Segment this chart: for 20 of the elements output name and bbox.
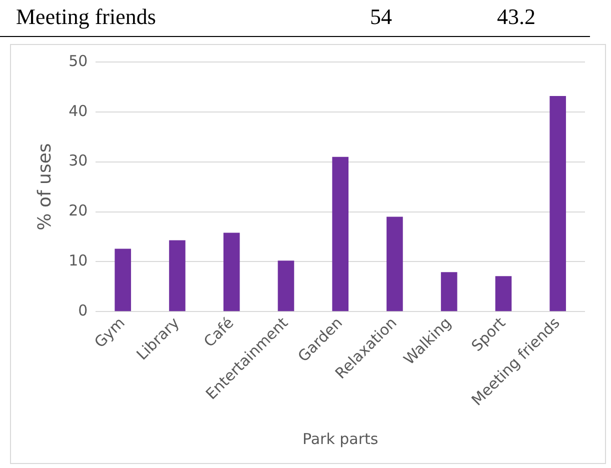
y-tick-label: 0 <box>78 301 88 320</box>
bar <box>169 240 186 312</box>
text: Meeting friends <box>16 4 156 30</box>
text: 54 <box>370 4 392 30</box>
y-axis-title: % of uses <box>34 143 56 230</box>
bar <box>550 96 566 312</box>
y-tick-label: 30 <box>68 152 88 170</box>
bar <box>386 216 403 312</box>
text: 43.2 <box>497 4 536 30</box>
x-axis-title: Park parts <box>302 430 378 448</box>
y-tick-label: 20 <box>68 202 88 220</box>
bar <box>495 276 512 312</box>
bar <box>440 272 458 312</box>
bar <box>114 248 132 312</box>
bar <box>223 232 240 312</box>
y-tick-label: 40 <box>68 102 88 120</box>
bar <box>278 260 294 312</box>
y-tick-label: 50 <box>68 52 88 70</box>
bar <box>332 156 348 312</box>
y-tick-label: 10 <box>68 252 88 270</box>
